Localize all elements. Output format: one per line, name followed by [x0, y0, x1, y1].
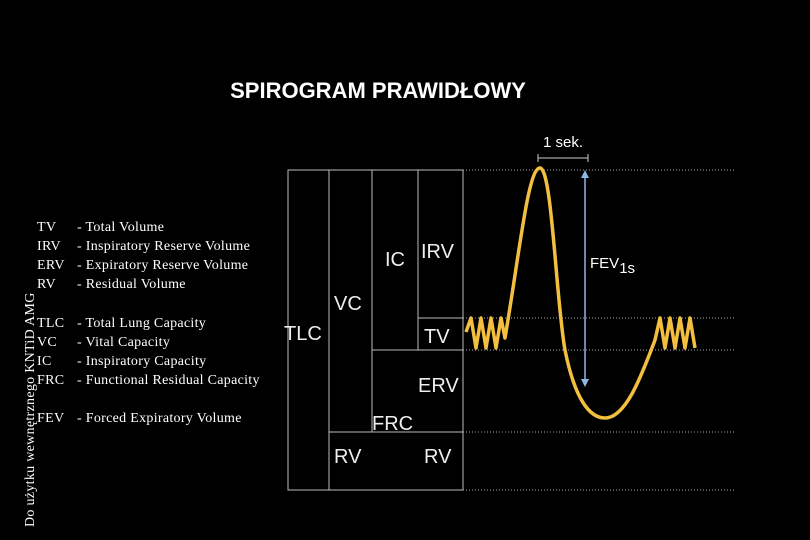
time-label: 1 sek. — [543, 134, 583, 151]
label-erv: ERV — [418, 375, 459, 397]
legend-text: - Functional Residual Capacity — [77, 373, 260, 388]
legend-text: - Residual Volume — [77, 277, 186, 292]
legend-abbr: TV — [37, 220, 56, 235]
legend-abbr: TLC — [37, 316, 64, 331]
legend-text: - Expiratory Reserve Volume — [77, 258, 248, 273]
fev-arrow — [581, 170, 589, 387]
legend-text: - Total Lung Capacity — [77, 316, 206, 331]
legend-abbr: RV — [37, 277, 56, 292]
fev-sub: 1s — [619, 260, 635, 277]
legend-text: - Inspiratory Capacity — [77, 354, 206, 369]
spirogram-curve — [464, 166, 697, 420]
legend-abbr: IRV — [37, 239, 61, 254]
legend-text: - Vital Capacity — [77, 335, 170, 350]
label-vc: VC — [334, 293, 362, 315]
legend-text: - Inspiratory Reserve Volume — [77, 239, 250, 254]
label-rv: RV — [424, 446, 452, 468]
tlc-box — [287, 169, 464, 491]
legend-abbr: FEV — [37, 411, 64, 426]
fev-label: FEV1s — [590, 255, 635, 277]
legend-text: - Total Volume — [77, 220, 164, 235]
title: SPIROGRAM PRAWIDŁOWY — [230, 78, 526, 103]
timing-marker: 1 sek. — [537, 134, 589, 162]
watermark: Do użytku wewnętrznego KNTiD AMG — [23, 292, 38, 527]
legend-abbr: ERV — [37, 258, 65, 273]
label-ic: IC — [385, 249, 405, 271]
label-rv: RV — [334, 446, 362, 468]
legend-abbr: IC — [37, 354, 52, 369]
label-frc: FRC — [372, 413, 413, 435]
label-tv: TV — [424, 326, 450, 348]
legend-abbr: FRC — [37, 373, 64, 388]
volume-boxes — [287, 169, 464, 491]
fev-main: FEV — [590, 255, 619, 272]
legend-text: - Forced Expiratory Volume — [77, 411, 242, 426]
legend-abbr: VC — [37, 335, 57, 350]
label-tlc: TLC — [284, 323, 322, 345]
label-irv: IRV — [421, 241, 455, 263]
legend: TV - Total Volume IRV - Inspiratory Reserve… — [37, 220, 260, 426]
